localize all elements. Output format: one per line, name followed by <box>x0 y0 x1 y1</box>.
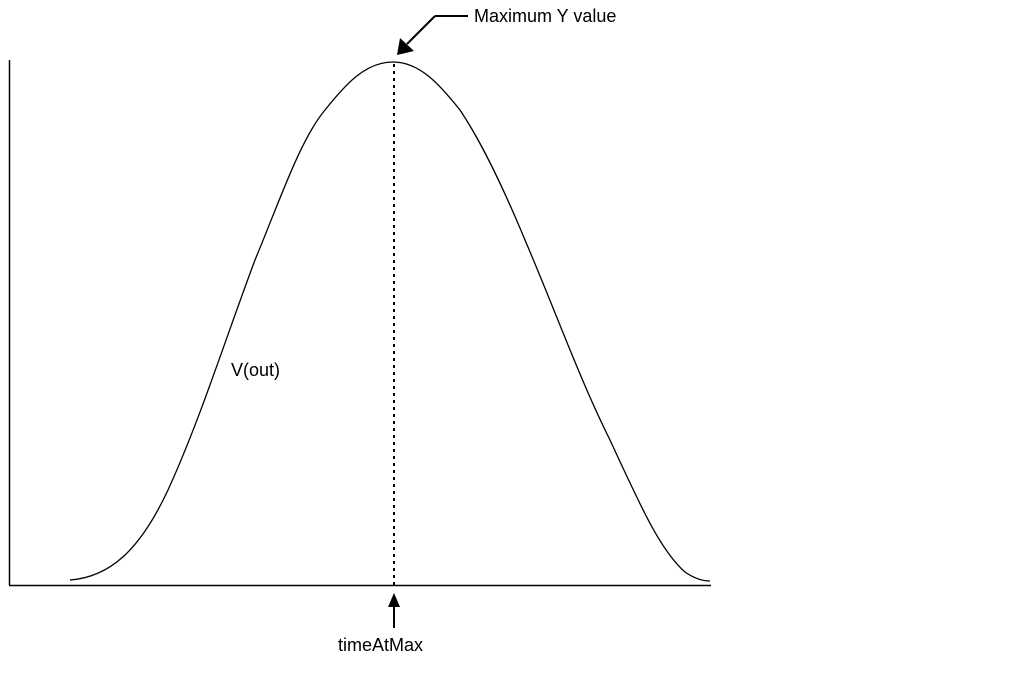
max-arrow-head <box>397 38 414 55</box>
time-arrow-head <box>388 593 400 607</box>
max-annotation-label: Maximum Y value <box>474 6 616 26</box>
vout-curve <box>69 61 711 582</box>
curve-label: V(out) <box>231 360 280 380</box>
time-annotation-label: timeAtMax <box>338 635 423 655</box>
max-arrow-shaft <box>406 15 436 45</box>
